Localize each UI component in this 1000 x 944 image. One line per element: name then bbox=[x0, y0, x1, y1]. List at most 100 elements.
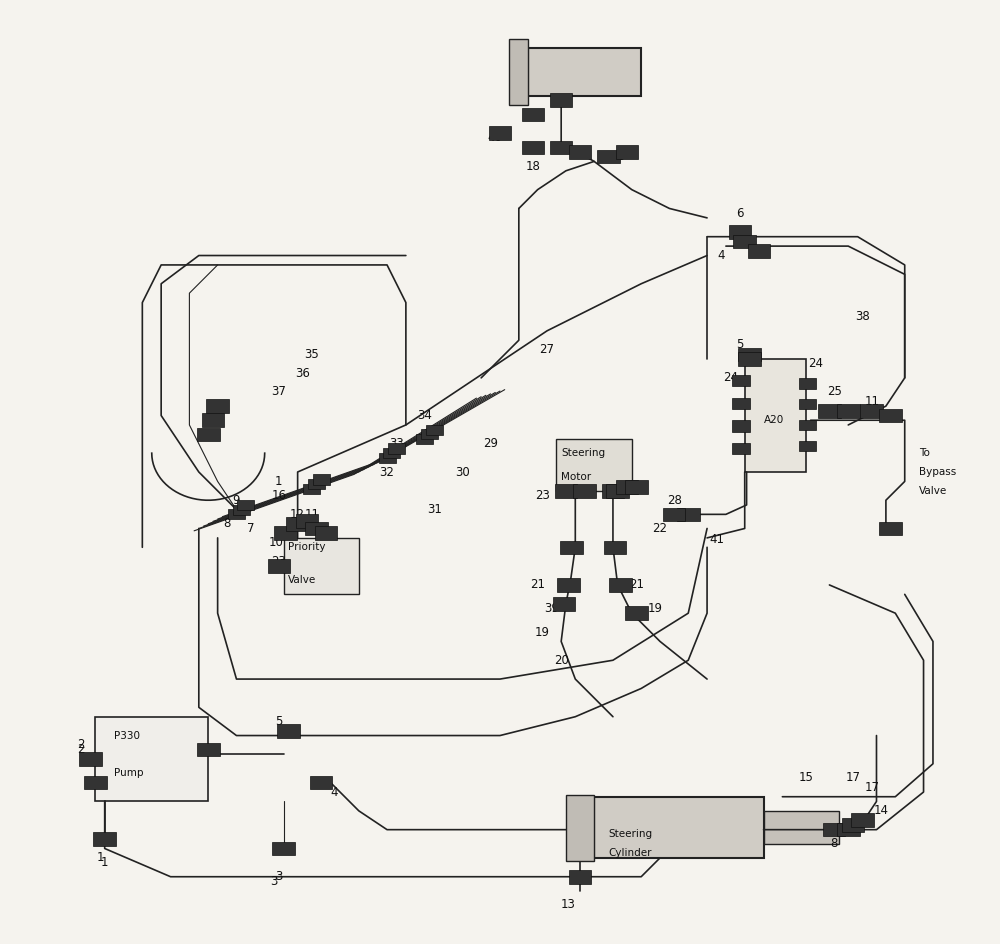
Text: 3: 3 bbox=[275, 870, 283, 884]
FancyBboxPatch shape bbox=[799, 420, 816, 430]
FancyBboxPatch shape bbox=[274, 527, 297, 540]
FancyBboxPatch shape bbox=[566, 795, 594, 861]
Text: 1: 1 bbox=[275, 475, 283, 488]
Text: 37: 37 bbox=[271, 385, 286, 398]
FancyBboxPatch shape bbox=[383, 448, 400, 458]
Text: 3: 3 bbox=[270, 875, 278, 888]
Text: 28: 28 bbox=[667, 494, 682, 507]
FancyBboxPatch shape bbox=[818, 404, 841, 417]
Text: Pump: Pump bbox=[114, 768, 144, 778]
Text: 35: 35 bbox=[304, 347, 319, 361]
FancyBboxPatch shape bbox=[569, 870, 591, 884]
FancyBboxPatch shape bbox=[268, 560, 290, 573]
Text: Cylinder: Cylinder bbox=[608, 849, 652, 858]
FancyBboxPatch shape bbox=[842, 818, 864, 832]
Text: 29: 29 bbox=[483, 437, 498, 450]
Text: 26: 26 bbox=[610, 150, 625, 163]
FancyBboxPatch shape bbox=[606, 484, 629, 497]
FancyBboxPatch shape bbox=[616, 145, 638, 159]
FancyBboxPatch shape bbox=[837, 404, 860, 417]
Text: 4: 4 bbox=[717, 249, 725, 262]
Text: To: To bbox=[919, 448, 930, 458]
Text: Motor: Motor bbox=[561, 472, 591, 481]
Text: 17: 17 bbox=[845, 771, 860, 784]
FancyBboxPatch shape bbox=[509, 39, 528, 105]
Text: 17: 17 bbox=[864, 781, 879, 794]
FancyBboxPatch shape bbox=[197, 743, 220, 756]
Text: 19: 19 bbox=[648, 602, 663, 615]
Text: 11: 11 bbox=[304, 508, 319, 521]
FancyBboxPatch shape bbox=[560, 541, 583, 554]
Text: 5: 5 bbox=[275, 715, 283, 728]
Text: 18: 18 bbox=[526, 160, 540, 173]
FancyBboxPatch shape bbox=[745, 359, 806, 472]
FancyBboxPatch shape bbox=[860, 404, 883, 417]
Text: 9: 9 bbox=[233, 494, 240, 507]
Text: 21: 21 bbox=[629, 579, 644, 592]
Text: A20: A20 bbox=[764, 415, 784, 425]
FancyBboxPatch shape bbox=[95, 716, 208, 801]
FancyBboxPatch shape bbox=[522, 141, 544, 154]
Text: 41: 41 bbox=[709, 533, 724, 547]
Text: 23: 23 bbox=[271, 555, 286, 568]
FancyBboxPatch shape bbox=[663, 508, 685, 521]
FancyBboxPatch shape bbox=[609, 578, 632, 592]
FancyBboxPatch shape bbox=[597, 150, 620, 163]
FancyBboxPatch shape bbox=[573, 484, 596, 497]
FancyBboxPatch shape bbox=[555, 484, 577, 497]
FancyBboxPatch shape bbox=[823, 823, 845, 836]
FancyBboxPatch shape bbox=[729, 226, 751, 239]
Text: 8: 8 bbox=[223, 517, 231, 531]
Text: 31: 31 bbox=[427, 503, 442, 516]
FancyBboxPatch shape bbox=[421, 430, 438, 440]
Text: 38: 38 bbox=[855, 311, 870, 323]
FancyBboxPatch shape bbox=[426, 425, 443, 435]
FancyBboxPatch shape bbox=[197, 428, 220, 441]
FancyBboxPatch shape bbox=[732, 443, 750, 454]
FancyBboxPatch shape bbox=[379, 453, 396, 463]
FancyBboxPatch shape bbox=[625, 606, 648, 620]
Text: Bypass: Bypass bbox=[919, 467, 956, 477]
Text: 19: 19 bbox=[535, 626, 550, 638]
FancyBboxPatch shape bbox=[594, 797, 764, 858]
FancyBboxPatch shape bbox=[604, 541, 626, 554]
FancyBboxPatch shape bbox=[305, 522, 328, 535]
Text: 6: 6 bbox=[736, 207, 744, 220]
FancyBboxPatch shape bbox=[286, 517, 309, 531]
FancyBboxPatch shape bbox=[202, 413, 224, 427]
Text: 8: 8 bbox=[830, 837, 838, 851]
FancyBboxPatch shape bbox=[528, 48, 641, 95]
Text: 25: 25 bbox=[827, 385, 842, 398]
FancyBboxPatch shape bbox=[616, 480, 638, 494]
FancyBboxPatch shape bbox=[738, 347, 761, 362]
FancyBboxPatch shape bbox=[303, 484, 320, 494]
FancyBboxPatch shape bbox=[550, 93, 572, 107]
Text: 30: 30 bbox=[455, 465, 470, 479]
Text: 15: 15 bbox=[798, 771, 813, 784]
FancyBboxPatch shape bbox=[308, 480, 325, 489]
Text: Valve: Valve bbox=[288, 575, 316, 585]
Text: 16: 16 bbox=[271, 489, 286, 502]
FancyBboxPatch shape bbox=[569, 145, 591, 159]
FancyBboxPatch shape bbox=[416, 434, 433, 444]
FancyBboxPatch shape bbox=[79, 752, 102, 766]
FancyBboxPatch shape bbox=[733, 235, 756, 248]
Text: P330: P330 bbox=[114, 731, 140, 740]
FancyBboxPatch shape bbox=[489, 126, 511, 140]
FancyBboxPatch shape bbox=[313, 475, 330, 484]
Text: 39: 39 bbox=[544, 602, 559, 615]
FancyBboxPatch shape bbox=[228, 509, 245, 519]
Text: 34: 34 bbox=[417, 409, 432, 422]
FancyBboxPatch shape bbox=[93, 833, 116, 846]
FancyBboxPatch shape bbox=[732, 420, 750, 431]
FancyBboxPatch shape bbox=[799, 379, 816, 389]
Text: 2: 2 bbox=[77, 743, 85, 756]
FancyBboxPatch shape bbox=[851, 814, 874, 827]
Text: 22: 22 bbox=[653, 522, 668, 535]
FancyBboxPatch shape bbox=[732, 375, 750, 386]
Text: 21: 21 bbox=[530, 579, 545, 592]
Text: 7: 7 bbox=[247, 522, 254, 535]
Text: 4: 4 bbox=[331, 785, 338, 799]
FancyBboxPatch shape bbox=[799, 399, 816, 410]
FancyBboxPatch shape bbox=[272, 842, 295, 855]
